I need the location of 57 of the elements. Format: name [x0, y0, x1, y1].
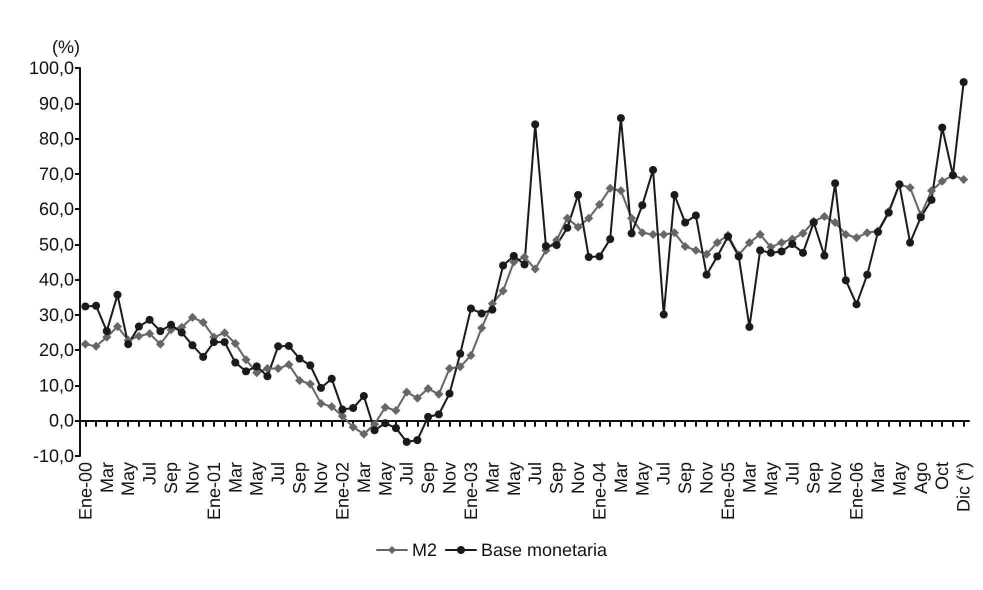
- x-tick-label: Jul: [396, 462, 417, 486]
- y-tick-label: 0,0: [48, 410, 74, 431]
- x-tick-label: Ene-01: [204, 462, 224, 520]
- x-tick-label: May: [760, 462, 781, 496]
- y-tick-label: 10,0: [38, 375, 74, 396]
- x-tick-label: May: [632, 462, 652, 496]
- x-tick-label: Sep: [418, 462, 438, 494]
- legend-label: M2: [412, 540, 437, 560]
- x-tick-label: May: [246, 462, 267, 496]
- x-tick-label: Ene-04: [589, 462, 610, 520]
- y-tick-label: 40,0: [38, 270, 74, 290]
- x-tick-label: Jul: [654, 462, 674, 486]
- y-tick-label: 20,0: [38, 340, 74, 360]
- x-tick-label: May: [118, 462, 138, 496]
- y-tick-label: 60,0: [38, 199, 74, 220]
- x-tick-label: Sep: [546, 462, 567, 494]
- x-tick-label: Mar: [354, 462, 374, 493]
- x-tick-label: Ene-05: [718, 462, 738, 520]
- x-tick-label: Ene-02: [332, 462, 352, 520]
- x-tick-label: Jul: [525, 462, 546, 486]
- x-tick-label: Mar: [96, 462, 117, 493]
- x-tick-label: Jul: [140, 462, 160, 486]
- x-tick-label: May: [889, 462, 910, 496]
- x-tick-label: Nov: [825, 462, 846, 494]
- y-tick-label: 90,0: [38, 93, 74, 114]
- x-tick-label: Sep: [675, 462, 696, 494]
- y-tick-label: 30,0: [38, 304, 74, 325]
- x-tick-label: May: [375, 462, 396, 496]
- y-tick-label: 70,0: [38, 164, 74, 184]
- x-tick-label: Mar: [739, 462, 760, 493]
- x-tick-label: Jul: [782, 462, 802, 486]
- x-tick-label: Sep: [804, 462, 824, 494]
- y-tick-label: -10,0: [32, 446, 74, 466]
- x-tick-label: Jul: [268, 462, 288, 486]
- x-tick-label: Oct: [932, 462, 952, 490]
- x-tick-label: Ene-03: [460, 462, 481, 520]
- x-tick-label: Mar: [610, 462, 631, 493]
- x-tick-label: Nov: [310, 462, 331, 494]
- y-axis-title: (%): [52, 37, 80, 57]
- x-tick-label: Ene-00: [75, 462, 96, 520]
- x-tick-label: Ene-06: [846, 462, 867, 520]
- x-tick-label: Sep: [290, 462, 310, 494]
- y-tick-label: 100,0: [28, 58, 74, 78]
- x-tick-label: Mar: [868, 462, 888, 493]
- x-tick-label: Dic (*): [954, 462, 974, 512]
- x-tick-label: May: [504, 462, 524, 496]
- x-tick-label: Nov: [568, 462, 588, 494]
- legend-label: Base monetaria: [480, 540, 608, 560]
- x-tick-label: Nov: [440, 462, 460, 494]
- x-tick-label: Nov: [696, 462, 717, 494]
- x-tick-label: Ago: [910, 462, 931, 494]
- x-tick-label: Mar: [482, 462, 502, 493]
- x-tick-label: Nov: [182, 462, 202, 494]
- y-tick-label: 80,0: [38, 128, 74, 149]
- y-tick-label: 50,0: [38, 234, 74, 254]
- x-tick-label: Sep: [161, 462, 182, 494]
- x-tick-label: Mar: [225, 462, 246, 493]
